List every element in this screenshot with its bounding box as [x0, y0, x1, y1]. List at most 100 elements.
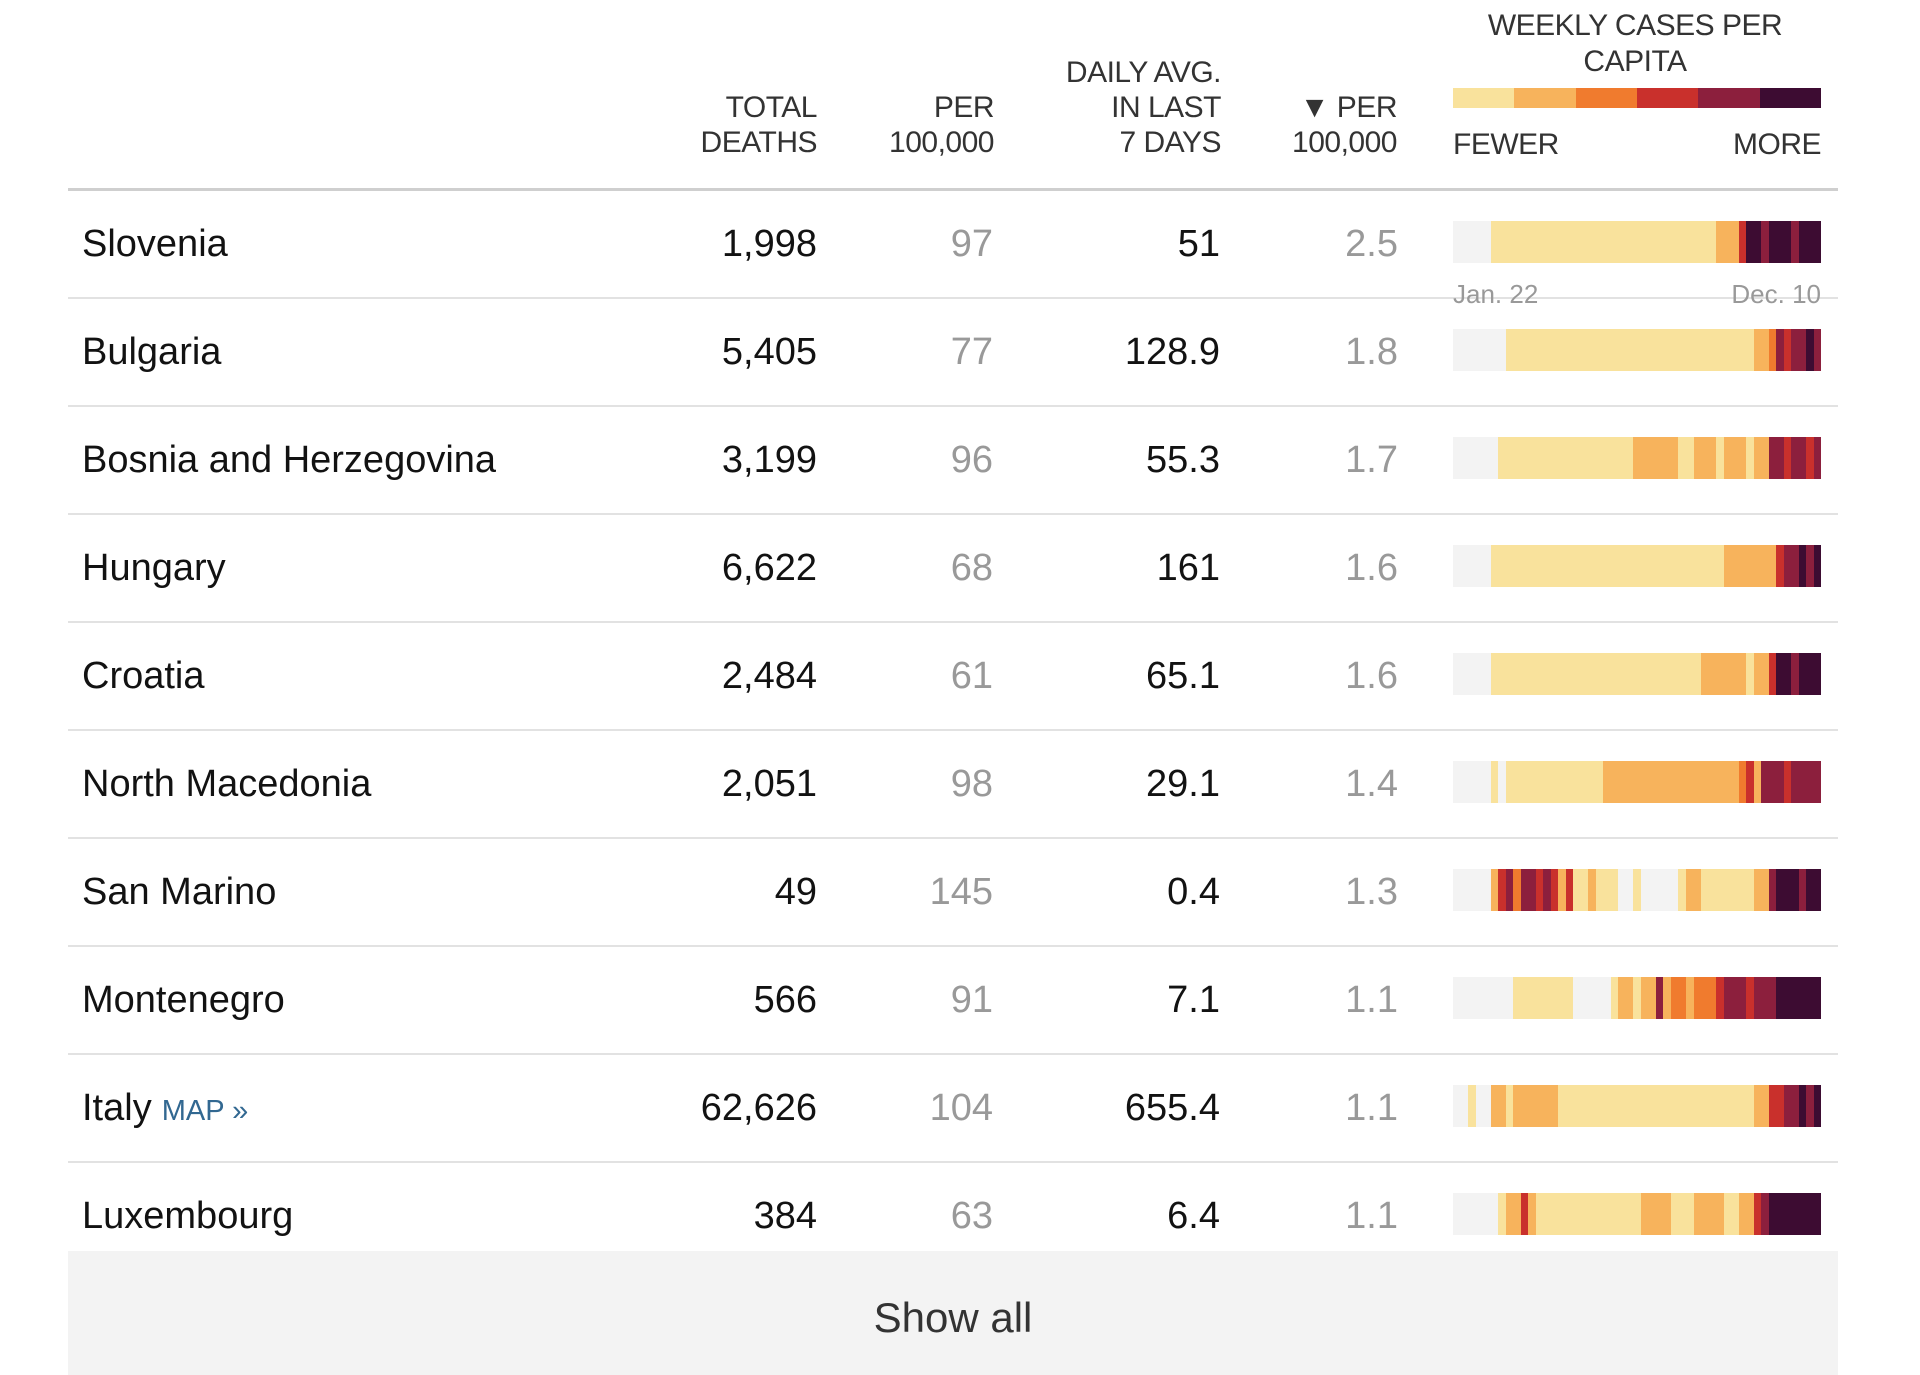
daily-avg-cell: 51 [1177, 223, 1220, 265]
header-per-100k-label: PER 100,000 [889, 91, 994, 159]
week-cell [1716, 545, 1724, 587]
week-cell [1468, 437, 1476, 479]
week-cell [1460, 1193, 1469, 1235]
week-cell [1505, 437, 1514, 479]
table-row[interactable]: Italy MAP » 62,626 104 655.4 1.1 [68, 1055, 1838, 1163]
map-link[interactable]: MAP » [161, 1095, 249, 1127]
week-cell [1603, 977, 1611, 1019]
header-total-deaths[interactable]: TOTAL DEATHS [560, 90, 818, 160]
week-cell [1588, 869, 1596, 911]
week-cell [1520, 1085, 1529, 1127]
week-cell [1791, 1193, 1799, 1235]
country-name[interactable]: Bulgaria [82, 331, 222, 373]
per-100k-cell: 61 [950, 655, 993, 697]
week-cell [1670, 545, 1679, 587]
week-cell [1768, 1085, 1777, 1127]
week-cell [1625, 329, 1634, 371]
table-row[interactable]: Hungary 6,622 68 161 1.6 [68, 515, 1838, 623]
week-cell [1783, 869, 1792, 911]
week-cell [1573, 437, 1581, 479]
week-cell [1505, 977, 1514, 1019]
week-cell [1701, 1193, 1709, 1235]
week-cell [1565, 1193, 1574, 1235]
week-cell [1475, 761, 1484, 803]
table-row[interactable]: Slovenia 1,998 97 51 2.5 Jan. 22 Dec. 10 [68, 191, 1838, 309]
per-100k-cell: 96 [950, 439, 993, 481]
week-cell [1798, 761, 1807, 803]
table-row[interactable]: Bosnia and Herzegovina 3,199 96 55.3 1.7 [68, 407, 1838, 515]
week-cell [1746, 653, 1754, 695]
week-cell [1791, 977, 1799, 1019]
week-cell [1595, 977, 1604, 1019]
table-row[interactable]: Croatia 2,484 61 65.1 1.6 [68, 623, 1838, 731]
table-row[interactable]: Montenegro 566 91 7.1 1.1 [68, 947, 1838, 1055]
per-100k-cell: 68 [950, 547, 993, 589]
daily-avg-cell: 29.1 [1146, 763, 1220, 805]
week-cell [1746, 977, 1754, 1019]
country-name[interactable]: North Macedonia [82, 763, 372, 805]
week-cell [1528, 869, 1536, 911]
week-cell [1535, 437, 1544, 479]
show-all-button[interactable]: Show all [68, 1251, 1838, 1375]
country-name[interactable]: Hungary [82, 547, 226, 589]
week-cell [1761, 545, 1769, 587]
header-per-100k-sorted[interactable]: ▼ PER 100,000 [1240, 90, 1397, 160]
country-name[interactable]: Luxembourg [82, 1195, 294, 1237]
week-cell [1460, 1085, 1469, 1127]
week-cell [1498, 329, 1506, 371]
week-cell [1528, 437, 1536, 479]
table-row[interactable]: Bulgaria 5,405 77 128.9 1.8 [68, 299, 1838, 407]
country-name[interactable]: Montenegro [82, 979, 285, 1021]
week-cell [1806, 437, 1814, 479]
week-cell [1460, 221, 1469, 263]
table-row[interactable]: North Macedonia 2,051 98 29.1 1.4 [68, 731, 1838, 839]
week-cell [1761, 869, 1769, 911]
table-row[interactable]: San Marino 49 145 0.4 1.3 [68, 839, 1838, 947]
week-cell [1701, 545, 1709, 587]
week-cell [1723, 437, 1732, 479]
week-cell [1753, 1193, 1762, 1235]
weekly-cases-strip [1453, 329, 1822, 371]
week-cell [1520, 1193, 1529, 1235]
week-cell [1693, 329, 1702, 371]
week-cell [1746, 1085, 1754, 1127]
week-cell [1588, 437, 1596, 479]
week-cell [1731, 329, 1739, 371]
week-cell [1663, 437, 1671, 479]
week-cell [1580, 221, 1589, 263]
country-name[interactable]: Croatia [82, 655, 205, 697]
country-name[interactable]: San Marino [82, 871, 277, 913]
week-cell [1483, 1193, 1491, 1235]
table-row[interactable]: Luxembourg 384 63 6.4 1.1 [68, 1163, 1838, 1271]
week-cell [1460, 329, 1469, 371]
week-cell [1633, 437, 1641, 479]
week-cell [1498, 545, 1506, 587]
country-name[interactable]: Slovenia [82, 223, 228, 265]
week-cell [1746, 869, 1754, 911]
week-cell [1453, 1085, 1461, 1127]
header-daily-avg[interactable]: DAILY AVG. IN LAST 7 DAYS [1020, 55, 1222, 160]
week-cell [1806, 1085, 1814, 1127]
week-cell [1543, 545, 1551, 587]
header-per-100k[interactable]: PER 100,000 [840, 90, 994, 160]
week-cell [1573, 221, 1581, 263]
week-cell [1708, 437, 1717, 479]
week-cell [1806, 977, 1814, 1019]
week-cell [1468, 653, 1476, 695]
week-cell [1783, 545, 1792, 587]
week-cell [1543, 1193, 1551, 1235]
country-name[interactable]: Italy [82, 1087, 152, 1129]
week-cell [1776, 761, 1784, 803]
weekly-cases-strip [1453, 977, 1822, 1019]
week-cell [1505, 869, 1514, 911]
week-cell [1543, 653, 1551, 695]
week-cell [1701, 329, 1709, 371]
week-cell [1580, 437, 1589, 479]
country-name[interactable]: Bosnia and Herzegovina [82, 439, 497, 481]
week-cell [1610, 977, 1619, 1019]
week-cell [1791, 761, 1799, 803]
week-cell [1505, 545, 1514, 587]
week-cell [1813, 545, 1822, 587]
week-cell [1535, 545, 1544, 587]
